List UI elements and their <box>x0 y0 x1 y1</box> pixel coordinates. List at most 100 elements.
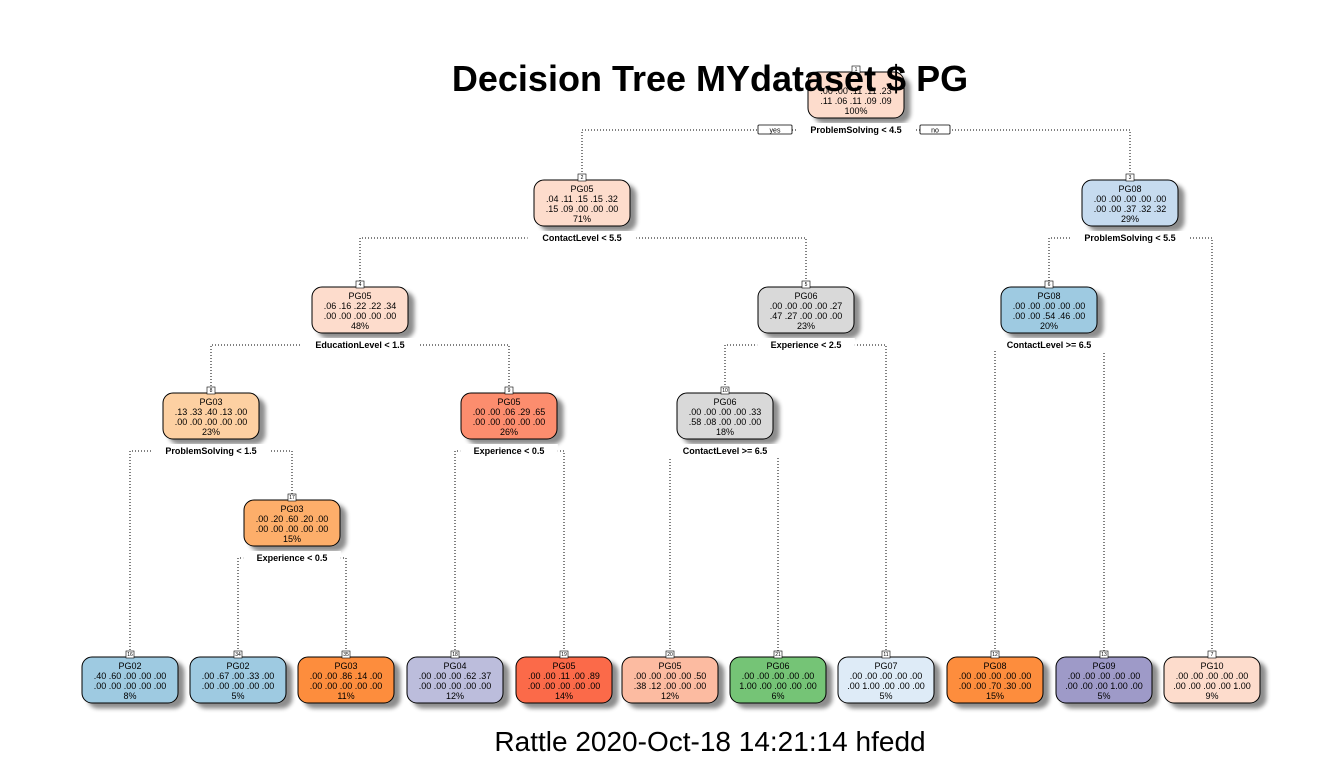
node-index: 7 <box>1211 652 1214 658</box>
node-index: 18 <box>452 652 458 658</box>
node-probs-row2: .00 .00 .37 .32 .32 <box>1094 204 1167 214</box>
yes-label: yes <box>770 128 781 135</box>
node-class: PG03 <box>199 397 222 407</box>
node-class: PG05 <box>497 397 520 407</box>
split-label-bg <box>300 338 420 351</box>
node-index-box <box>233 650 243 659</box>
node-probs-row2: .00 .00 .70 .30 .00 <box>959 681 1032 691</box>
node-percent: 11% <box>337 691 354 701</box>
tree-edge <box>994 344 1049 651</box>
node-percent: 14% <box>555 691 573 701</box>
split-label-bg <box>667 444 783 457</box>
node-index: 2 <box>581 175 584 181</box>
tree-node-34: 34 PG02.00 .67 .00 .33 .00.00 .00 .00 .00… <box>189 650 287 704</box>
node-probs-row2: .00 .00 .00 1.00 .00 <box>1065 681 1143 691</box>
tree-node-35: 35 PG03.00 .00 .86 .14 .00.00 .00 .00 .00… <box>297 650 395 704</box>
tree-edge <box>806 344 887 651</box>
node-percent: 20% <box>1040 321 1058 331</box>
split-label-bg <box>757 338 855 351</box>
chart-title: Decision Tree MYdataset $ PG <box>451 58 969 99</box>
node-probs-row1: .00 .00 .00 .00 .00 <box>1068 671 1141 681</box>
tree-node-1: 1 .00 .00 .11 .11 .23.11 .06 .11 .09 .091… <box>807 65 905 119</box>
node-percent: 12% <box>661 691 679 701</box>
node-probs-row1: .40 .60 .00 .00 .00 <box>94 671 167 681</box>
node-probs-row2: .00 .00 .00 .00 1.00 <box>1173 681 1251 691</box>
node-probs-row1: .00 .00 .00 .00 .50 <box>634 671 707 681</box>
tree-node-9: 9 PG05.00 .00 .06 .29 .65.00 .00 .00 .00 … <box>460 386 558 440</box>
node-percent: 8% <box>123 691 136 701</box>
node-index: 19 <box>561 652 567 658</box>
node-probs-row2: .11 .06 .11 .09 .09 <box>820 96 891 106</box>
node-probs-row1: .00 .00 .11 .00 .89 <box>528 671 600 681</box>
node-probs-row1: .00 .00 .00 .00 .27 <box>770 301 843 311</box>
node-probs-row2: .58 .08 .00 .00 .00 <box>689 417 762 427</box>
node-index-box <box>773 650 783 659</box>
node-probs-row2: .00 .00 .00 .00 .00 <box>324 311 397 321</box>
split-label: ProblemSolving < 1.5 <box>165 446 256 456</box>
node-probs-row1: .00 .00 .86 .14 .00 <box>310 671 383 681</box>
split-labels: ProblemSolving < 4.5 yes no ContactLevel < … <box>151 123 1190 564</box>
split-label-bg <box>460 444 558 457</box>
node-index-box <box>287 493 297 502</box>
tree-node-10: 10 PG06.00 .00 .00 .00 .33.58 .08 .00 .00… <box>676 386 774 440</box>
tree-edge <box>1049 344 1105 651</box>
tree-edge <box>582 237 807 281</box>
node-percent: 5% <box>879 691 892 701</box>
node-index-box <box>1125 173 1135 182</box>
tree-edge <box>210 344 360 387</box>
node-probs-row1: .13 .33 .40 .13 .00 <box>175 407 248 417</box>
tree-node-13: 13 PG09.00 .00 .00 .00 .00.00 .00 .00 1.0… <box>1055 650 1153 704</box>
no-box <box>919 124 951 135</box>
node-probs-row2: .00 .00 .54 .46 .00 <box>1013 311 1086 321</box>
tree-node-11: 11 PG07.00 .00 .00 .00 .00.00 1.00 .00 .0… <box>837 650 935 704</box>
node-index: 20 <box>667 652 673 658</box>
node-percent: 29% <box>1121 214 1139 224</box>
node-index: 4 <box>359 282 362 288</box>
node-index-box <box>881 650 891 659</box>
node-probs-row1: .00 .00 .00 .62 .37 <box>419 671 492 681</box>
node-index: 10 <box>722 388 728 394</box>
tree-edge <box>292 557 347 651</box>
nodes: 1.00 .00 .11 .11 .23.11 .06 .11 .09 .091… <box>81 65 1261 704</box>
no-label: no <box>931 128 939 135</box>
node-probs-row1: .00 .00 .00 .00 .00 <box>959 671 1032 681</box>
node-class: PG06 <box>794 291 817 301</box>
tree-node-3: 3 PG08.00 .00 .00 .00 .00.00 .00 .37 .32 … <box>1081 173 1179 227</box>
node-probs-row1: .00 .00 .00 .00 .00 <box>1013 301 1086 311</box>
node-index: 8 <box>210 388 213 394</box>
split-label: ContactLevel < 5.5 <box>542 233 621 243</box>
tree-edge <box>725 450 779 651</box>
node-percent: 18% <box>716 427 734 437</box>
node-probs-row2: .00 .00 .00 .00 .00 <box>94 681 167 691</box>
tree-node-6: 6 PG08.00 .00 .00 .00 .00.00 .00 .54 .46 … <box>1000 280 1098 334</box>
tree-edge <box>454 450 509 651</box>
node-index: 35 <box>343 652 349 658</box>
node-percent: 71% <box>573 214 591 224</box>
node-class: PG03 <box>280 504 303 514</box>
tree-edge <box>1130 237 1213 651</box>
split-label-bg <box>527 231 637 244</box>
node-class: PG08 <box>983 661 1006 671</box>
node-probs-row2: .47 .27 .00 .00 .00 <box>770 311 843 321</box>
node-index-box <box>450 650 460 659</box>
node-index-box <box>990 650 1000 659</box>
node-index: 13 <box>1101 652 1107 658</box>
node-class: PG05 <box>552 661 575 671</box>
node-percent: 23% <box>797 321 815 331</box>
tree-node-8: 8 PG03.13 .33 .40 .13 .00.00 .00 .00 .00 … <box>162 386 260 440</box>
tree-edge <box>724 344 806 387</box>
node-probs-row1: .00 .00 .00 .00 .00 <box>742 671 815 681</box>
node-probs-row2: .00 .00 .00 .00 .00 <box>310 681 383 691</box>
node-probs-row2: .00 .00 .00 .00 .00 <box>528 681 601 691</box>
node-class: PG05 <box>658 661 681 671</box>
split-label-bg <box>991 338 1107 351</box>
tree-node-18: 18 PG04.00 .00 .00 .62 .37.00 .00 .00 .00… <box>406 650 504 704</box>
node-probs-row2: .00 .00 .00 .00 .00 <box>175 417 248 427</box>
tree-node-12: 12 PG08.00 .00 .00 .00 .00.00 .00 .70 .30… <box>946 650 1044 704</box>
node-class: PG06 <box>713 397 736 407</box>
node-class: PG08 <box>1037 291 1060 301</box>
tree-node-5: 5 PG06.00 .00 .00 .00 .27.47 .27 .00 .00 … <box>757 280 855 334</box>
node-probs-row1: .00 .67 .00 .33 .00 <box>202 671 275 681</box>
node-index: 34 <box>235 652 241 658</box>
